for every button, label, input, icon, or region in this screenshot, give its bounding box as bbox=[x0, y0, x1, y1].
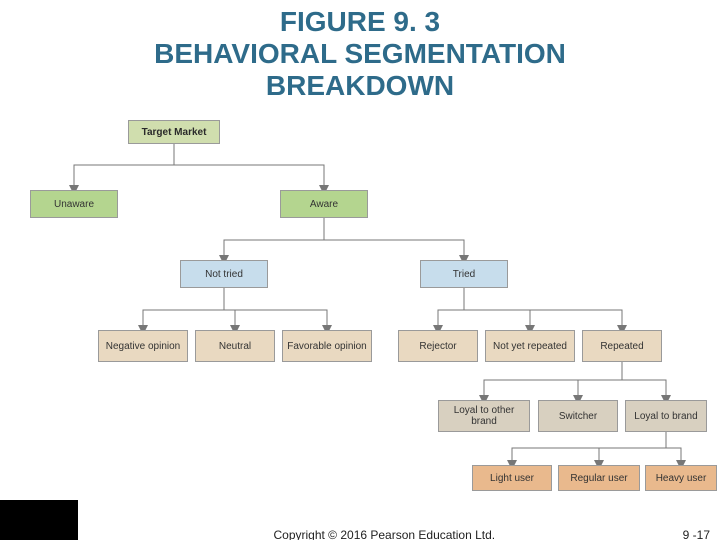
node-loyalother: Loyal to other brand bbox=[438, 400, 530, 432]
node-favop: Favorable opinion bbox=[282, 330, 372, 362]
title-line-2: BEHAVIORAL SEGMENTATION bbox=[0, 38, 720, 70]
page-number: 9 -17 bbox=[683, 528, 710, 540]
node-tried: Tried bbox=[420, 260, 508, 288]
node-heavy: Heavy user bbox=[645, 465, 717, 491]
node-nottried: Not tried bbox=[180, 260, 268, 288]
slide: FIGURE 9. 3 BEHAVIORAL SEGMENTATION BREA… bbox=[0, 0, 720, 540]
node-aware: Aware bbox=[280, 190, 368, 218]
copyright-text: Copyright © 2016 Pearson Education Ltd. bbox=[86, 528, 683, 540]
diagram-edges bbox=[0, 120, 720, 490]
node-switcher: Switcher bbox=[538, 400, 618, 432]
title-line-3: BREAKDOWN bbox=[0, 70, 720, 102]
diagram: Target Market Unaware Aware Not tried Tried N… bbox=[0, 120, 720, 490]
node-neutral: Neutral bbox=[195, 330, 275, 362]
node-negop: Negative opinion bbox=[98, 330, 188, 362]
publisher-logo bbox=[0, 500, 78, 540]
node-root: Target Market bbox=[128, 120, 220, 144]
slide-title: FIGURE 9. 3 BEHAVIORAL SEGMENTATION BREA… bbox=[0, 0, 720, 103]
title-line-1: FIGURE 9. 3 bbox=[0, 6, 720, 38]
footer: Copyright © 2016 Pearson Education Ltd. … bbox=[0, 500, 720, 540]
node-rejector: Rejector bbox=[398, 330, 478, 362]
node-light: Light user bbox=[472, 465, 552, 491]
node-regular: Regular user bbox=[558, 465, 640, 491]
node-notrep: Not yet repeated bbox=[485, 330, 575, 362]
node-loyalbrand: Loyal to brand bbox=[625, 400, 707, 432]
node-repeated: Repeated bbox=[582, 330, 662, 362]
node-unaware: Unaware bbox=[30, 190, 118, 218]
